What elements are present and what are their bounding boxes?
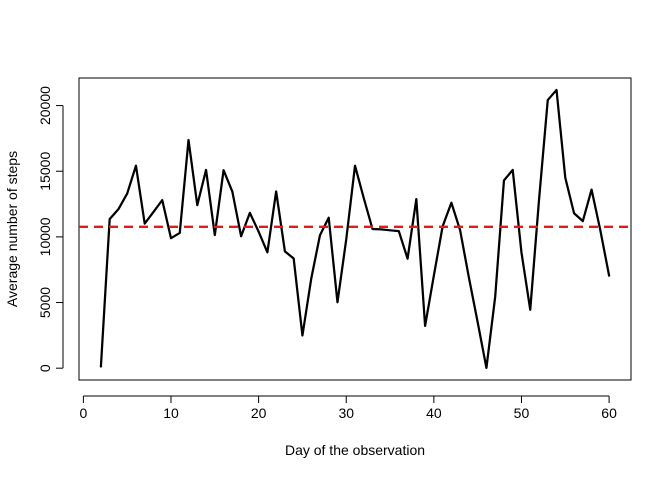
steps-series-line — [99, 88, 611, 370]
y-axis-title: Average number of steps — [4, 151, 20, 307]
x-axis-title: Day of the observation — [285, 442, 425, 458]
series-layer — [99, 88, 611, 370]
y-tick-label: 0 — [37, 364, 53, 372]
plot-frame — [78, 77, 632, 381]
y-tick-label: 20000 — [37, 86, 53, 125]
y-tick-label: 10000 — [37, 217, 53, 256]
x-tick-label: 40 — [426, 405, 442, 421]
x-tick-label: 30 — [338, 405, 354, 421]
y-tick-label: 15000 — [37, 152, 53, 191]
x-tick-label: 20 — [251, 405, 267, 421]
x-tick-label: 10 — [163, 405, 179, 421]
y-axis: 0 5000 10000 15000 20000 — [37, 86, 64, 372]
y-tick-label: 5000 — [37, 287, 53, 318]
x-tick-label: 60 — [601, 405, 617, 421]
x-tick-label: 50 — [514, 405, 530, 421]
x-axis: 0 10 20 30 40 50 60 — [79, 395, 617, 421]
x-tick-label: 0 — [79, 405, 87, 421]
